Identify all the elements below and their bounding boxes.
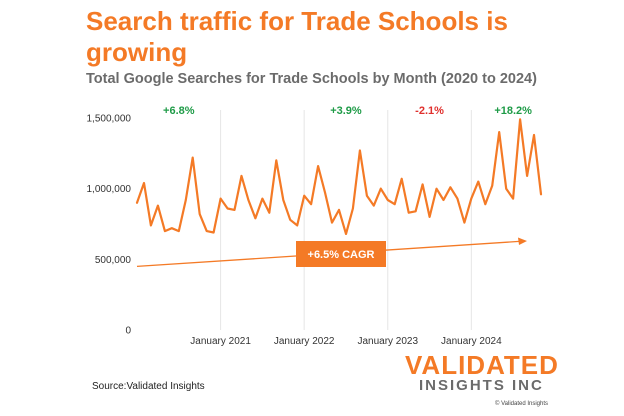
growth-annotation: +6.8% (163, 105, 195, 117)
chart-subtitle: Total Google Searches for Trade Schools … (86, 71, 537, 87)
x-tick-label: January 2024 (441, 336, 502, 347)
y-tick-label: 1,000,000 (87, 184, 132, 195)
x-tick-label: January 2022 (274, 336, 335, 347)
growth-annotation: -2.1% (415, 105, 444, 117)
trend-arrowhead (518, 237, 527, 245)
growth-annotation: +18.2% (494, 105, 532, 117)
chart-title: Search traffic for Trade Schools is grow… (86, 6, 508, 67)
y-tick-label: 500,000 (95, 255, 132, 266)
logo-wordmark: VALIDATED (405, 350, 559, 380)
x-tick-label: January 2023 (357, 336, 418, 347)
x-tick-label: January 2021 (190, 336, 251, 347)
company-logo: VALIDATED INSIGHTS INC (405, 352, 605, 394)
copyright-note: © Validated Insights (495, 401, 549, 407)
source-note: Source:Validated Insights (92, 381, 205, 392)
growth-annotation: +3.9% (330, 105, 362, 117)
y-tick-label: 0 (125, 326, 131, 337)
cagr-label: +6.5% CAGR (308, 249, 375, 261)
y-tick-label: 1,500,000 (87, 114, 132, 125)
cagr-label-box (296, 241, 386, 267)
series-line (135, 118, 543, 235)
logo-subtitle: INSIGHTS INC (419, 377, 544, 394)
